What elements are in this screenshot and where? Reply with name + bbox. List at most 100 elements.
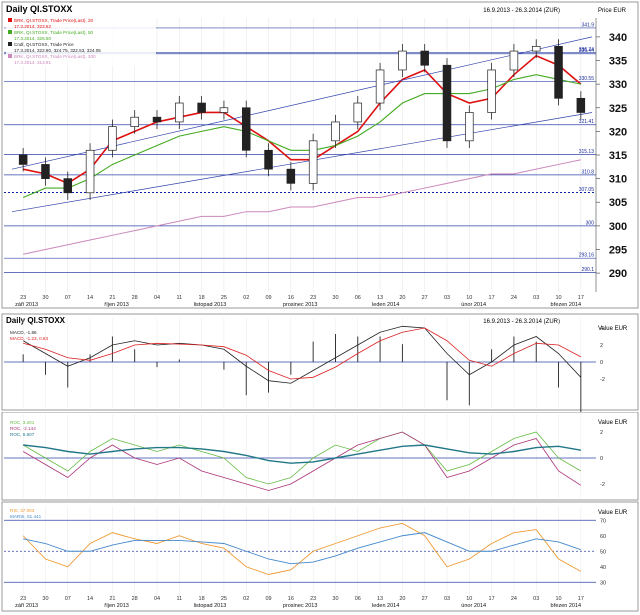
date-label: 21: [109, 295, 115, 301]
date-label: 02: [243, 295, 249, 301]
macd-line-1: [22, 325, 582, 384]
date-label: 11: [176, 295, 182, 301]
y-tick-label: 320: [609, 126, 627, 138]
level-label: 336.44: [579, 48, 595, 54]
rsi-date-label: 20: [399, 596, 405, 602]
candle-body: [375, 69, 385, 104]
date-label: 23: [310, 295, 316, 301]
y-tick-label: 330: [609, 79, 627, 91]
macd-line-2: [23, 327, 582, 380]
legend-entry: BRK, QI.STOXX, Trade Price(Last), 200: [14, 54, 96, 59]
rsi-date-label: 11: [176, 596, 182, 602]
date-label: 03: [533, 295, 539, 301]
date-label: 06: [355, 295, 361, 301]
date-label: 23: [20, 295, 26, 301]
rsi-date-label: 09: [265, 596, 271, 602]
rsi-date-label: 27: [422, 596, 428, 602]
rsi-date-label: 03: [444, 596, 450, 602]
roc-legend: ROC, -2.144: [10, 426, 36, 431]
macd-panel: Daily QI.STOXX 16.9.2013 - 26.3.2014 (ZU…: [1, 313, 639, 412]
rsi-date-label: 24: [511, 596, 517, 602]
legend-entry: 17.3.2014, 323.62: [14, 24, 51, 29]
month-label: září 2013: [15, 302, 38, 308]
date-label: 28: [132, 295, 138, 301]
month-label: březen 2014: [551, 302, 582, 308]
month-label: prosinec 2013: [283, 302, 318, 308]
month-label: říjen 2013: [104, 302, 128, 308]
y-tick-label: 315: [609, 150, 627, 162]
legend-swatch: [8, 42, 12, 46]
rsi-y-tick: 40: [600, 565, 606, 571]
y-tick-label: 335: [609, 56, 627, 68]
candle-body: [576, 97, 586, 113]
candle-body: [219, 107, 229, 113]
y-tick-label: 295: [609, 244, 627, 256]
candle-body: [18, 154, 28, 165]
axis-unit: Price EUR: [598, 8, 627, 14]
level-label: 321.41: [579, 119, 595, 125]
legend-swatch: [8, 54, 12, 58]
legend-entry: 17.3.2014, 313.91: [14, 60, 51, 65]
roc-y-tick: -2: [600, 482, 605, 488]
y-tick-label: 325: [609, 103, 627, 115]
rsi-date-label: 10: [466, 596, 472, 602]
date-label: 03: [444, 295, 450, 301]
roc-line-3: [23, 444, 581, 464]
roc-y-tick: 0: [600, 456, 603, 462]
candle-body: [420, 50, 429, 66]
rsi-line-1: [22, 522, 582, 575]
rsi-month-label: září 2013: [15, 603, 38, 609]
legend-entry: 17.3.2014, 326.50: [14, 36, 51, 41]
date-range: 16.9.2013 - 26.3.2014 (ZUR): [483, 8, 560, 14]
candle-body: [353, 102, 363, 123]
rsi-date-label: 07: [65, 596, 71, 602]
rsi-date-label: 16: [288, 596, 294, 602]
date-label: 27: [422, 295, 428, 301]
macd-y-tick: 0: [600, 360, 603, 366]
level-label: 307.05: [579, 187, 595, 193]
rsi-month-label: listopad 2013: [194, 603, 227, 609]
candle-body: [85, 149, 95, 194]
candle-body: [197, 102, 206, 113]
rsi-date-label: 30: [332, 596, 338, 602]
month-label: únor 2014: [461, 302, 486, 308]
rsi-date-label: 28: [132, 596, 138, 602]
y-tick-label: 340: [609, 32, 627, 44]
roc-legend: ROC, 3.201: [10, 420, 35, 425]
legend-swatch: [8, 30, 12, 34]
rsi-axis-unit: Value EUR: [598, 510, 628, 516]
month-label: listopad 2013: [194, 302, 227, 308]
rsi-y-tick: 30: [600, 580, 606, 586]
rsi-date-label: 23: [20, 596, 26, 602]
macd-title: Daily QI.STOXX: [6, 316, 66, 325]
main-title: Daily QI.STOXX: [6, 4, 72, 14]
level-label: 341.9: [581, 22, 594, 28]
date-label: 10: [555, 295, 561, 301]
candle-body: [264, 149, 273, 170]
rsi-date-label: 18: [199, 596, 205, 602]
candle-body: [531, 45, 541, 52]
candle-body: [41, 164, 50, 179]
date-label: 30: [332, 295, 338, 301]
rsi-date-label: 10: [555, 596, 561, 602]
date-label: 10: [466, 295, 472, 301]
legend-swatch: [8, 18, 12, 22]
macd-axis-unit: Value EUR: [598, 326, 628, 332]
level-label: 290.1: [581, 267, 594, 273]
candle-body: [487, 69, 496, 113]
candle-body: [509, 50, 519, 71]
macd-y-tick: -2: [600, 377, 605, 383]
legend-box: [6, 16, 156, 66]
date-label: 09: [265, 295, 271, 301]
level-label: 330.55: [579, 76, 595, 82]
y-tick-label: 310: [609, 174, 627, 186]
roc-line-2: [22, 431, 582, 491]
month-label: leden 2014: [372, 302, 399, 308]
y-tick-label: 305: [609, 197, 627, 209]
rsi-date-label: 04: [154, 596, 160, 602]
rsi-month-label: prosinec 2013: [283, 603, 318, 609]
macd-y-tick: 2: [600, 343, 603, 349]
